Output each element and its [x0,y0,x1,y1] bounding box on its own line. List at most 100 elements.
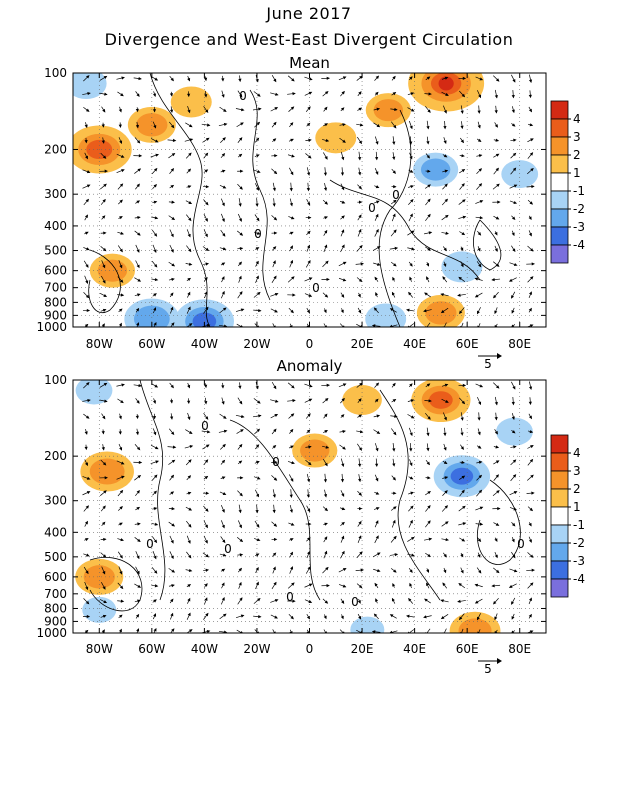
wind-vector-head [187,233,191,238]
wind-vector-head [223,122,228,127]
wind-vector-head [476,616,480,621]
wind-vector-head [341,294,345,298]
colorbar-swatch [550,136,569,156]
wind-vector-head [410,536,415,541]
wind-vector-head [101,629,105,633]
wind-vector-head [443,125,447,130]
shaded-region [73,73,107,100]
wind-vector-head [136,249,140,253]
wind-vector-head [85,231,89,235]
wind-vector-head [511,123,516,127]
wind-vector-head [188,201,193,204]
wind-vector-head [408,291,412,296]
wind-vector-head [85,600,90,605]
shaded-region [192,312,217,327]
wind-vector-head [307,413,311,417]
wind-vector-head [154,216,159,220]
wind-vector-head [443,460,448,465]
wind-vector-head [306,122,311,127]
wind-vector-head [426,276,430,280]
wind-vector-head [154,77,159,81]
wind-vector-head [376,124,381,128]
wind-vector-head [188,629,193,633]
wind-vector-head [136,93,140,97]
wind-vector-head [256,428,261,433]
wind-vector-head [392,92,397,96]
wind-vector-head [342,383,347,387]
wind-vector-head [444,198,449,203]
wind-vector-head [358,398,362,402]
wind-vector-head [461,231,466,236]
wind-vector-head [393,431,397,436]
wind-vector-head [171,216,176,221]
wind-vector-head [240,614,245,618]
contour-label: 0 [254,227,262,241]
wind-vector-head [275,92,279,96]
wind-vector-head [87,398,91,403]
wind-vector-head [205,247,210,252]
wind-vector-head [257,291,261,296]
zero-contour [89,557,143,612]
wind-vector-head [86,476,91,480]
wind-vector-head [478,263,482,268]
wind-vector-head [222,233,226,237]
wind-vector-head [119,614,123,618]
colorbar-swatch [550,208,569,228]
wind-vector-head [360,262,364,266]
wind-vector-head [239,597,243,601]
wind-vector-head [460,446,464,450]
wind-vector-head [461,154,465,158]
wind-vector-head [479,77,484,81]
wind-vector-head [152,109,157,113]
wind-vector-head [358,507,363,511]
wind-vector-head [258,107,262,111]
colorbar-label: -1 [573,184,585,198]
wind-vector-head [154,522,159,526]
wind-vector-head [426,582,430,587]
shaded-region [420,158,451,181]
wind-vector-head [137,216,141,220]
wind-vector-head [440,309,445,314]
wind-vector-head [187,384,191,389]
wind-vector-head [529,123,534,127]
wind-vector-head [273,121,277,126]
wind-vector-head [292,399,296,403]
wind-vector-head [426,126,430,130]
zero-contour [476,479,521,565]
colorbar-label: 4 [573,112,581,126]
wind-vector-head [445,399,449,403]
wind-vector-head [495,78,500,82]
wind-vector-head [375,477,379,482]
wind-vector-head [342,261,347,265]
wind-vector-head [495,138,500,142]
colorbar-label: 3 [573,130,581,144]
wind-vector-head [86,170,91,174]
y-tick-label: 100 [44,373,67,387]
wind-vector-head [392,276,396,281]
wind-vector-head [221,524,225,529]
wind-vector-head [375,91,379,96]
wind-vector-head [221,476,226,480]
wind-vector-head [424,598,428,602]
x-tick-label: 40W [191,642,218,656]
wind-vector-head [511,416,515,421]
wind-vector-head [529,324,534,327]
wind-vector-head [324,106,328,111]
wind-vector-head [494,231,498,236]
wind-vector-head [341,186,345,191]
wind-vector-head [478,154,483,158]
wind-vector-head [239,400,243,405]
wind-vector-head [188,248,192,253]
wind-vector-head [188,262,193,266]
wind-vector-head [410,198,414,203]
vector-key-arrowhead [497,353,502,359]
shaded-region [75,380,113,405]
wind-vector-head [428,231,433,235]
wind-vector-head [445,214,449,219]
colorbar-swatch [550,488,569,508]
wind-vector-head [290,615,294,620]
wind-vector-head [528,415,532,420]
x-tick-label: 40W [191,337,218,351]
wind-vector-head [86,553,90,557]
wind-vector-head [306,172,311,176]
